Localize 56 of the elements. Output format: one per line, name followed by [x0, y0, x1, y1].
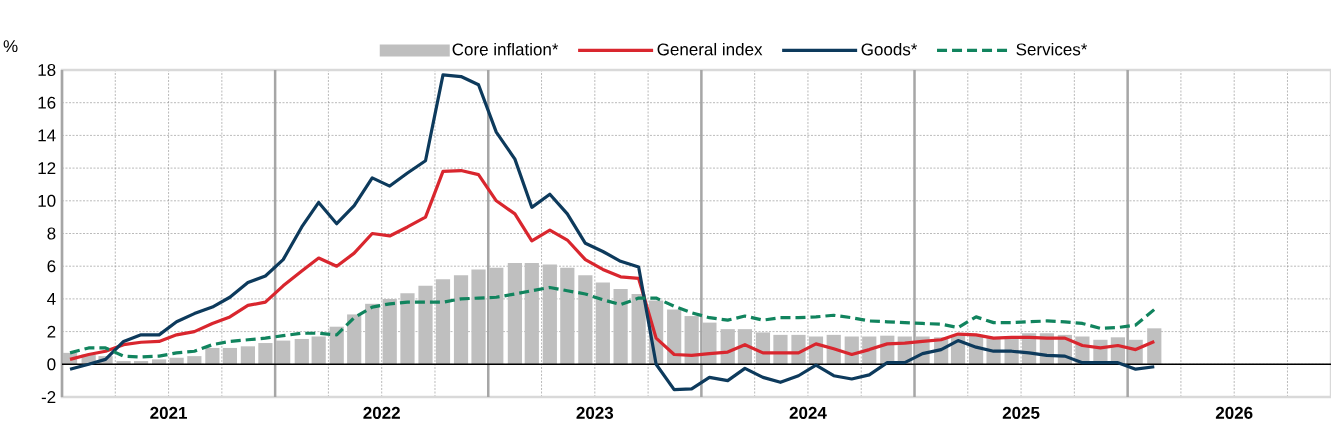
bar	[294, 338, 309, 365]
bar	[453, 275, 469, 365]
bar	[524, 262, 539, 365]
bar	[595, 282, 610, 365]
x-tick-label: 2021	[150, 406, 187, 419]
bar	[489, 267, 504, 365]
bar	[418, 285, 433, 365]
bar	[578, 275, 593, 365]
legend-label: Goods*	[861, 42, 918, 56]
bar	[542, 264, 557, 365]
bar	[258, 343, 273, 365]
bar	[667, 309, 682, 365]
bar	[133, 361, 149, 365]
bar	[435, 279, 451, 365]
bar	[187, 356, 202, 365]
bar	[400, 293, 415, 365]
y-tick-label: 2	[47, 325, 56, 338]
bar	[1147, 328, 1162, 365]
bar	[347, 314, 362, 365]
bar	[240, 346, 256, 365]
bar	[329, 326, 344, 365]
y-tick-label: -2	[41, 391, 56, 403]
bar	[382, 298, 397, 365]
bar	[365, 303, 380, 365]
bar	[684, 316, 699, 365]
bar	[222, 347, 237, 365]
bar	[702, 322, 717, 365]
x-tick-label: 2026	[1215, 406, 1253, 419]
y-tick-label: 18	[38, 63, 56, 77]
y-tick-label: 4	[47, 293, 56, 305]
y-tick-label: 16	[38, 96, 56, 109]
bar	[116, 361, 131, 365]
y-tick-label: 14	[38, 129, 56, 142]
x-tick-label: 2023	[576, 406, 614, 419]
bar	[507, 262, 523, 365]
x-tick-label: 2024	[789, 406, 827, 419]
bar	[276, 340, 291, 365]
legend-label: General index	[657, 42, 763, 56]
y-tick-label: 0	[47, 358, 56, 371]
legend-label: Services*	[1016, 42, 1088, 56]
x-tick-label: 2022	[363, 406, 400, 419]
y-tick-label: 6	[47, 260, 56, 273]
bar	[471, 269, 486, 365]
y-tick-label: 10	[38, 194, 56, 207]
x-tick-label: 2025	[1002, 406, 1040, 419]
bar	[631, 293, 646, 365]
y-tick-label: 12	[38, 162, 56, 175]
bar	[205, 347, 220, 365]
y-axis-title: %	[3, 40, 18, 53]
bar	[169, 357, 184, 365]
bar	[560, 267, 575, 365]
y-tick-label: 8	[47, 227, 56, 240]
bar	[311, 336, 326, 365]
bar	[613, 289, 628, 365]
legend-label: Core inflation*	[452, 42, 559, 56]
bar	[152, 359, 167, 365]
